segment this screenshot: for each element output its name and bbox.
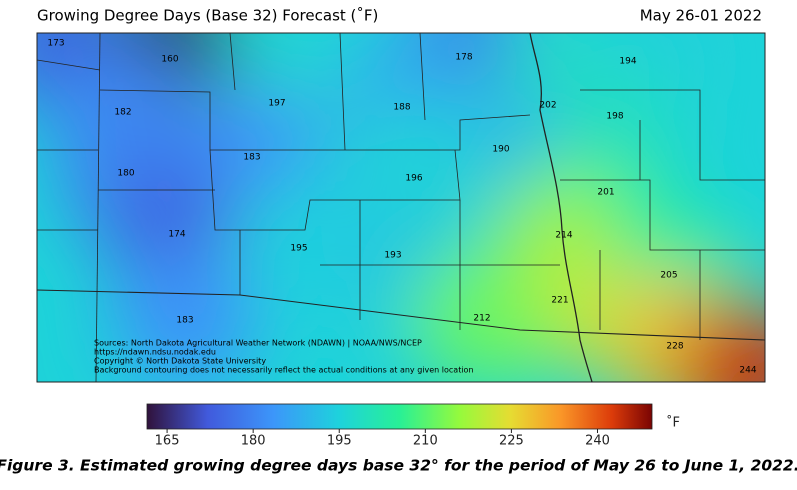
contour-blob (115, 250, 255, 382)
source-line: Background contouring does not necessari… (94, 366, 474, 375)
point-label: 183 (176, 316, 193, 326)
point-labels: 173 160 178 194 197 188 202 182 198 190 183 180 196 2… (47, 39, 756, 376)
county-line (239, 200, 560, 330)
point-label: 196 (405, 174, 422, 184)
state-border (529, 33, 593, 382)
point-label: 244 (739, 366, 756, 376)
figure-caption: Figure 3. Estimated growing degree days … (0, 457, 797, 475)
point-label: 183 (243, 153, 260, 163)
state-border (37, 289, 765, 341)
source-line: Sources: North Dakota Agricultural Weath… (94, 339, 422, 348)
point-label: 202 (539, 101, 556, 111)
point-label: 182 (114, 108, 131, 118)
point-label: 160 (161, 55, 178, 65)
colorbar-unit: ˚F (666, 415, 680, 431)
point-label: 228 (666, 342, 683, 352)
point-label: 212 (473, 314, 490, 324)
point-label: 221 (551, 296, 568, 306)
point-label: 195 (290, 244, 307, 254)
county-line (209, 149, 461, 231)
point-label: 198 (606, 112, 623, 122)
county-line (560, 89, 765, 340)
point-label: 178 (455, 53, 472, 63)
map-frame (36, 32, 766, 383)
point-label: 180 (117, 169, 134, 179)
point-label: 197 (268, 99, 285, 109)
sources-block: Sources: North Dakota Agricultural Weath… (94, 339, 474, 375)
contour-blobs (37, 33, 765, 382)
point-label: 201 (597, 188, 614, 198)
borders (37, 33, 765, 382)
point-label: 205 (660, 271, 677, 281)
county-line (37, 59, 101, 231)
point-label: 188 (393, 103, 410, 113)
point-label: 190 (492, 145, 509, 155)
point-label: 214 (555, 231, 572, 241)
colorbar-tick-label: 225 (499, 434, 524, 449)
colorbar-tick-label: 165 (155, 434, 180, 449)
point-label: 194 (619, 57, 636, 67)
colorbar-tick-label: 240 (585, 434, 610, 449)
source-line: https://ndawn.ndsu.nodak.edu (94, 348, 216, 357)
state-border (95, 33, 101, 382)
county-line (98, 33, 426, 191)
colorbar-tick-label: 180 (241, 434, 266, 449)
point-label: 193 (384, 251, 401, 261)
colorbar (146, 403, 653, 430)
contour-blob (412, 248, 552, 382)
contour-field (37, 33, 765, 382)
map-title: Growing Degree Days (Base 32) Forecast (… (37, 7, 378, 25)
county-line (99, 89, 531, 151)
colorbar-ticks: 165 180 195 210 225 240 (155, 429, 610, 449)
colorbar-tick-label: 210 (413, 434, 438, 449)
source-line: Copyright © North Dakota State Universit… (94, 357, 266, 366)
map-date: May 26-01 2022 (640, 7, 762, 25)
point-label: 173 (47, 39, 64, 49)
point-label: 174 (168, 230, 185, 240)
colorbar-tick-label: 195 (327, 434, 352, 449)
